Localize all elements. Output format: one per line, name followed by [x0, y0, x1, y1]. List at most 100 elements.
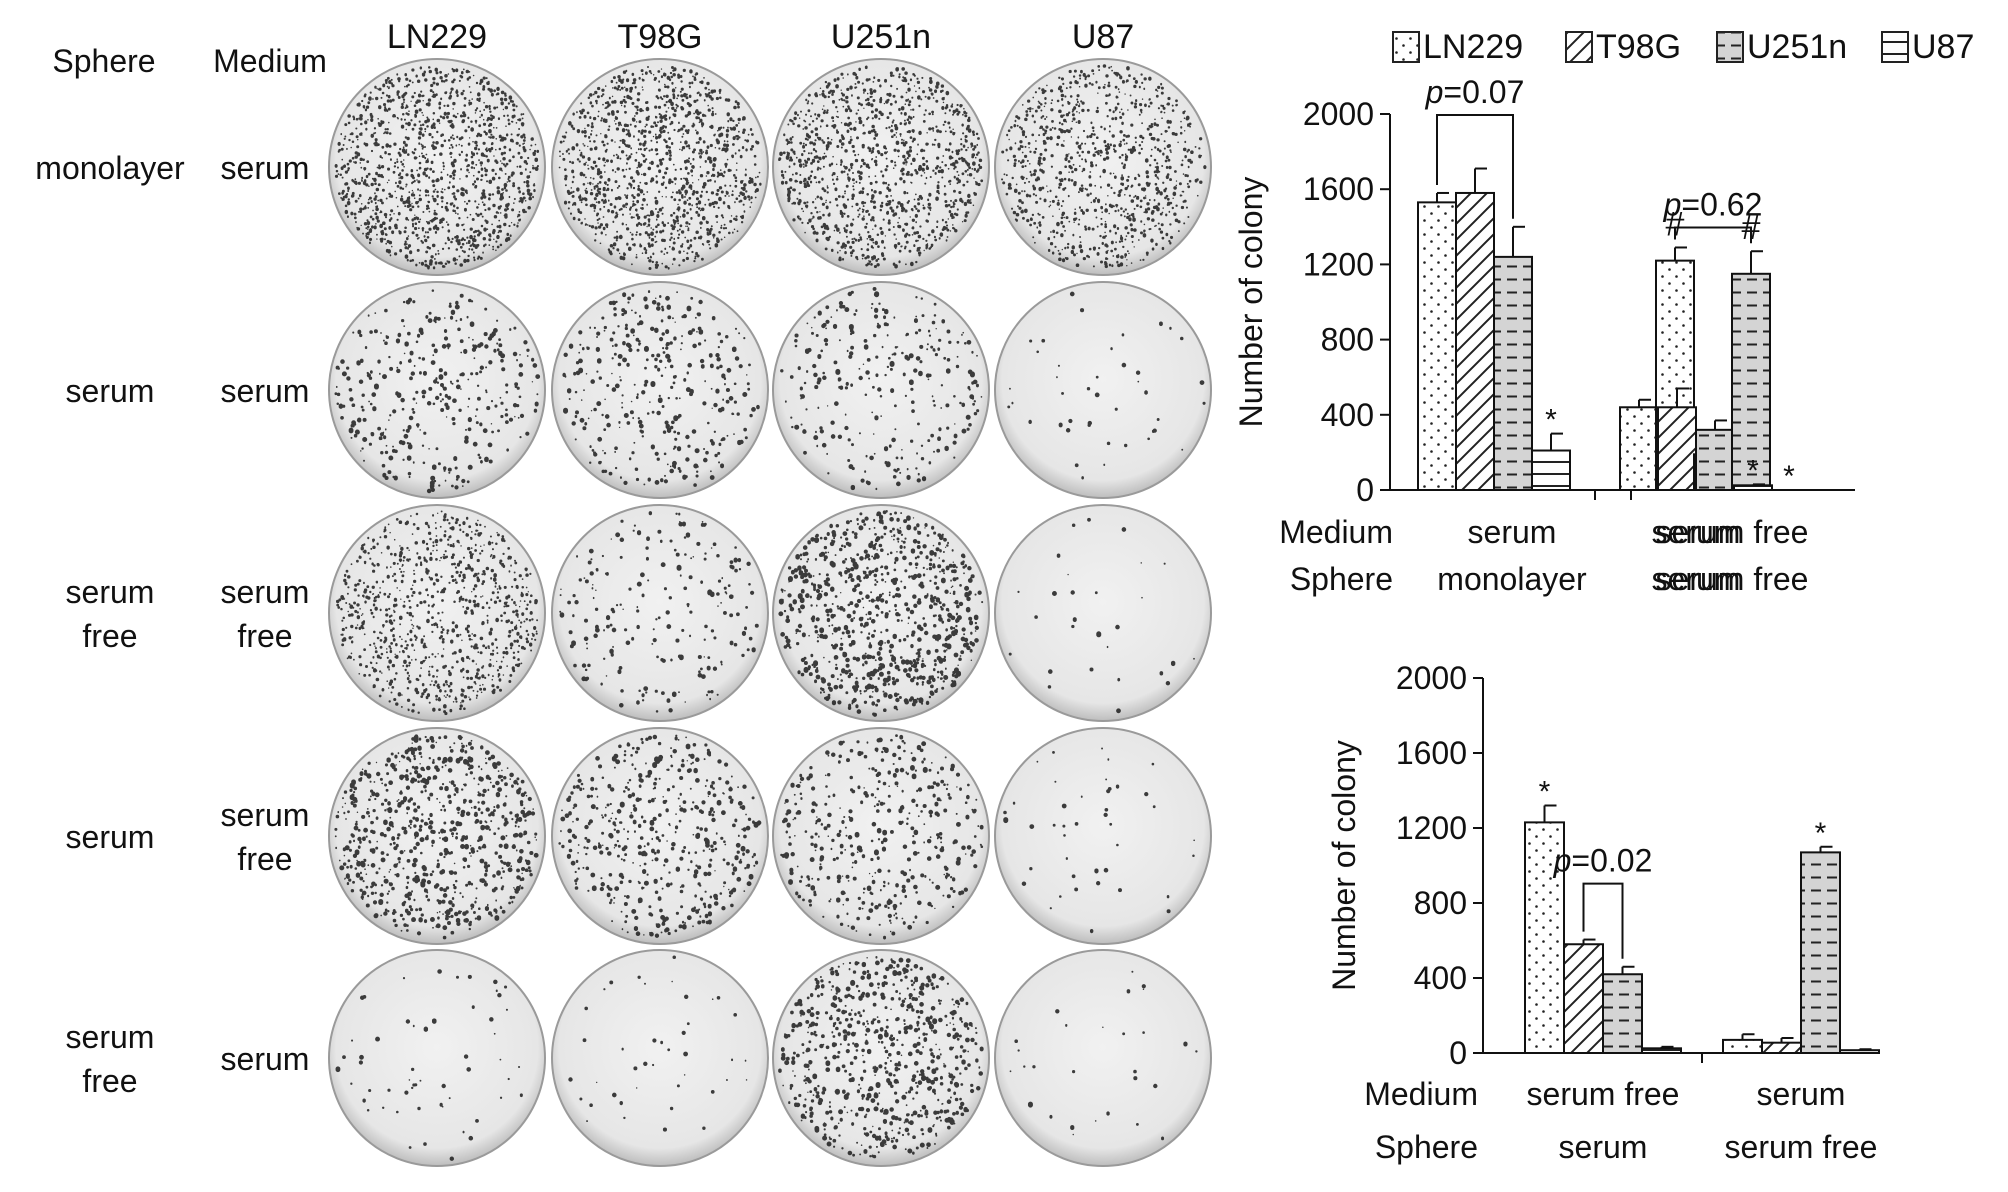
medium-row-label: serum [221, 1041, 310, 1077]
legend-swatch [1716, 31, 1744, 63]
colony-plate [772, 949, 990, 1167]
colony-plate [551, 281, 769, 499]
bar [1657, 406, 1697, 491]
p-symbol: p [1553, 843, 1572, 879]
y-axis-label: Number of colony [1233, 177, 1269, 428]
p-value-bracket [1436, 113, 1514, 219]
significance-mark: * [1783, 460, 1795, 493]
p-value-label: p=0.07 [1425, 74, 1525, 110]
x-category-medium: serum free [1527, 1076, 1680, 1112]
colony-plate [994, 58, 1212, 276]
significance-mark: * [1747, 454, 1759, 487]
legend-swatch [1392, 31, 1420, 63]
x-row-label-sphere: Sphere [1375, 1129, 1478, 1165]
sphere-row-label: serum [66, 819, 155, 855]
bar [1731, 272, 1771, 491]
p-value: =0.02 [1571, 843, 1652, 879]
x-category-medium: serum [1652, 514, 1741, 550]
sphere-row-label: free [82, 1063, 137, 1099]
colony-plate [328, 58, 546, 276]
plate-dish [994, 281, 1212, 499]
significance-mark: * [1545, 404, 1557, 437]
plate-colonies [778, 65, 984, 269]
plate-dish [551, 504, 769, 722]
p-value-label: p=0.62 [1663, 186, 1763, 222]
plate-dish [994, 727, 1212, 945]
x-row-label-medium: Medium [1279, 514, 1393, 550]
legend-entry: U251n [1716, 28, 1847, 66]
plate-colonies [334, 66, 540, 270]
x-category-sphere: serum [1559, 1129, 1648, 1165]
colony-plate [772, 281, 990, 499]
plate-grid: LN229 T98G U251n U87 Sphere Medium monolayer se… [35, 18, 1212, 1167]
legend-label: U251n [1747, 28, 1847, 66]
colony-plate [994, 727, 1212, 945]
plate-colonies [780, 734, 984, 940]
colony-chart-bottom: 0 400 800 1200 1600 2000 Number of colony * * p=0… [1326, 660, 1880, 1165]
bar [1417, 201, 1457, 492]
x-row-label-sphere: Sphere [1290, 561, 1393, 597]
x-category-medium: serum [1468, 514, 1557, 550]
significance-mark: * [1539, 776, 1551, 809]
plate-colonies [780, 286, 983, 491]
y-tick-label: 1200 [1303, 246, 1374, 282]
plate-dish [994, 58, 1212, 276]
x-category-medium: serum [1757, 1076, 1846, 1112]
bar [1761, 1041, 1802, 1054]
plate-dish [551, 949, 769, 1167]
y-tick-label: 800 [1321, 322, 1374, 358]
plate-dish [328, 949, 546, 1167]
plate-column-header: U87 [1072, 18, 1134, 56]
colony-plate [772, 727, 990, 945]
legend-entry: LN229 [1392, 28, 1523, 66]
medium-row-label: serum [221, 574, 310, 610]
y-tick-label: 1600 [1303, 171, 1374, 207]
y-tick-label: 0 [1449, 1035, 1467, 1071]
plate-colonies [778, 955, 984, 1159]
x-category-sphere: serum free [1656, 561, 1809, 597]
colony-plate [994, 949, 1212, 1167]
bar [1619, 406, 1659, 491]
plate-dish [328, 727, 546, 945]
plate-colonies [558, 66, 762, 270]
colony-plate [328, 504, 546, 722]
sphere-row-label: free [82, 618, 137, 654]
colony-plate [772, 58, 990, 276]
p-symbol: p [1663, 186, 1682, 222]
x-category-sphere: serum [1652, 561, 1741, 597]
y-axis-label: Number of colony [1326, 740, 1362, 991]
colony-plate [328, 949, 546, 1167]
legend-entry: T98G [1565, 28, 1681, 66]
colony-plate [551, 727, 769, 945]
significance-mark: * [1815, 817, 1827, 850]
y-tick-label: 1600 [1396, 735, 1467, 771]
y-tick-label: 0 [1356, 472, 1374, 508]
plate-dish [551, 58, 769, 276]
legend-label: U87 [1912, 28, 1974, 66]
y-tick-label: 2000 [1303, 96, 1374, 132]
p-value-bracket [1582, 882, 1624, 959]
y-tick-label: 400 [1414, 960, 1467, 996]
medium-row-label: free [237, 841, 292, 877]
plate-colonies [1009, 970, 1198, 1141]
plate-colonies [1003, 747, 1195, 934]
colony-plate [551, 504, 769, 722]
legend-entry: U87 [1881, 28, 1974, 66]
plate-colonies [334, 734, 539, 940]
y-tick-label: 400 [1321, 397, 1374, 433]
colony-plate [551, 58, 769, 276]
bar [1839, 1049, 1880, 1054]
y-tick-label: 1200 [1396, 810, 1467, 846]
bar [1800, 851, 1841, 1054]
sphere-row-label: monolayer [35, 150, 185, 186]
sphere-row-label: serum [66, 574, 155, 610]
x-category-medium: serum free [1656, 514, 1809, 550]
colony-plate [994, 504, 1212, 722]
sphere-row-header: Sphere [52, 43, 155, 79]
bar [1695, 428, 1735, 491]
bar [1493, 255, 1533, 491]
bar [1455, 191, 1495, 492]
